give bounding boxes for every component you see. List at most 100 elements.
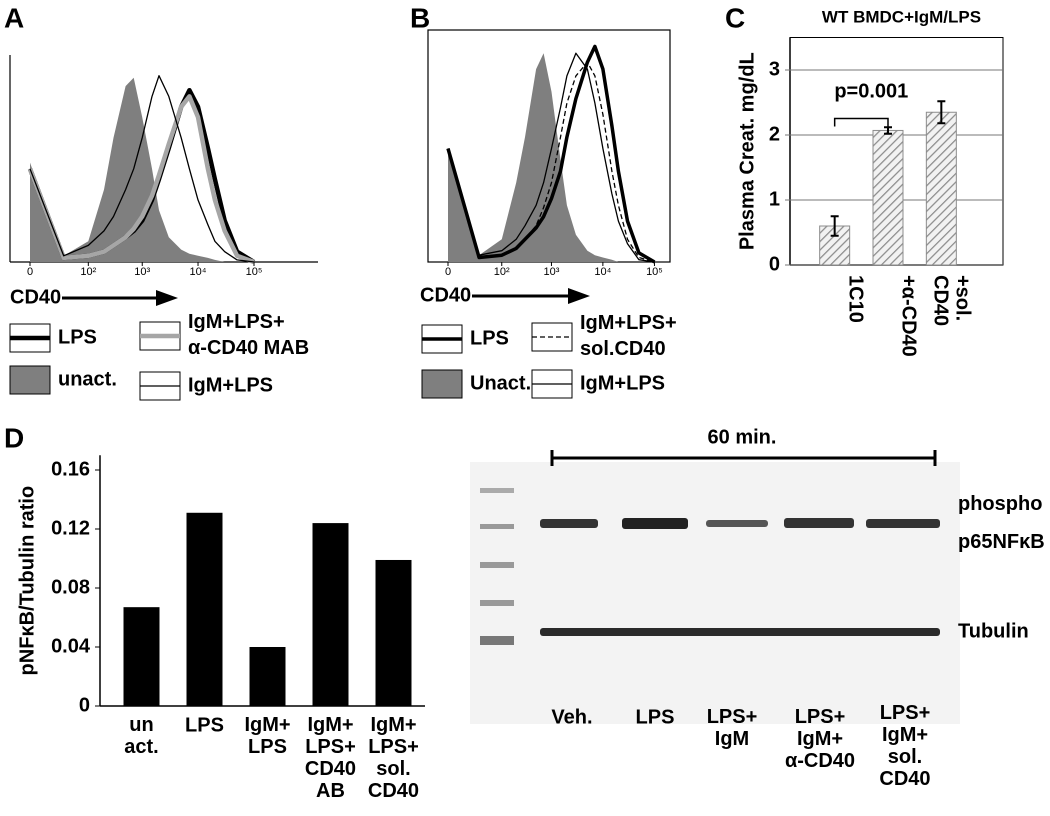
- text-line: sol.: [888, 746, 922, 768]
- legend-label: IgM+LPS: [580, 372, 665, 394]
- series-line: [30, 77, 255, 262]
- text-line: LPS+: [707, 706, 758, 728]
- blot-time: 60 min.: [708, 426, 777, 448]
- text-line: phospho: [958, 493, 1042, 515]
- text-line: un: [129, 714, 153, 736]
- blot-image: [470, 450, 960, 724]
- x-tick-label: +α-CD40: [898, 275, 920, 357]
- bar: [186, 512, 223, 706]
- x-tick-label: 10⁵: [246, 266, 263, 278]
- bar: [872, 129, 904, 266]
- x-axis-label: CD40: [10, 286, 61, 308]
- x-tick-label: 10²: [494, 266, 510, 278]
- bar: [312, 523, 349, 706]
- panel-letter: A: [4, 2, 24, 33]
- axis-arrowhead: [568, 288, 590, 304]
- text-line: p65NFκB: [958, 531, 1045, 553]
- y-tick-label: 0.04: [51, 635, 91, 657]
- text-line: CD40: [368, 780, 419, 802]
- lane-label: LPS: [636, 706, 675, 728]
- bar: [375, 559, 412, 706]
- legend-label: unact.: [58, 368, 117, 390]
- text-line: LPS+: [305, 736, 356, 758]
- annotation: p=0.001: [834, 81, 908, 103]
- text-line: CD40: [929, 275, 951, 326]
- panel-letter: C: [725, 2, 745, 33]
- error-bar: [884, 126, 892, 135]
- lane-label: Veh.: [551, 706, 592, 728]
- text-line: sol.CD40: [580, 338, 666, 360]
- text-line: LPS+: [880, 702, 931, 724]
- y-tick-label: 2: [769, 123, 780, 145]
- y-tick-label: 0: [769, 253, 780, 275]
- text-line: IgM: [715, 728, 749, 750]
- x-tick-label: 0: [27, 266, 33, 278]
- lane-label: LPS+ IgM: [707, 706, 758, 750]
- y-tick-label: 0.08: [51, 576, 90, 598]
- text-line: IgM+: [244, 714, 290, 736]
- x-tick-label: 10²: [80, 266, 96, 278]
- x-tick-label: +sol.CD40: [929, 275, 973, 326]
- text-line: act.: [124, 736, 158, 758]
- series-line: [447, 52, 655, 263]
- series-line: [447, 61, 655, 263]
- y-tick-label: 0: [79, 694, 90, 716]
- legend-label: IgM+LPS: [188, 374, 273, 396]
- x-tick-label: 10⁵: [646, 266, 663, 278]
- series-line: [29, 75, 255, 263]
- text-line: AB: [316, 780, 345, 802]
- y-tick-label: 0.16: [51, 458, 90, 480]
- text-line: +sol.: [951, 275, 973, 321]
- text-line: α-CD40 MAB: [188, 337, 309, 359]
- band-label: Tubulin: [958, 620, 1029, 642]
- x-tick-label: 10⁴: [190, 266, 207, 278]
- y-axis-label: pNFκB/Tubulin ratio: [16, 486, 38, 676]
- text-line: IgM+: [370, 714, 416, 736]
- legend-label: LPS: [58, 326, 97, 348]
- x-tick-label: 10³: [544, 266, 560, 278]
- series-line: [27, 94, 255, 265]
- text-line: sol.: [376, 758, 410, 780]
- panel-letter: D: [4, 422, 24, 453]
- bar: [123, 607, 160, 706]
- error-bar: [830, 215, 839, 237]
- legend-box: [421, 369, 463, 399]
- bar: [925, 111, 957, 266]
- lane-label: LPS+ IgM+ α-CD40: [785, 706, 855, 772]
- text-line: IgM+LPS+: [188, 311, 285, 333]
- y-tick-label: 0.12: [51, 517, 90, 539]
- text-line: LPS+: [368, 736, 419, 758]
- lane-label: LPS+ IgM+ sol. CD40: [879, 702, 930, 790]
- text-line: IgM+: [797, 728, 843, 750]
- y-tick-label: 3: [769, 58, 780, 80]
- legend-box: [9, 365, 51, 395]
- text-line: α-CD40: [785, 750, 855, 772]
- text-line: IgM+: [307, 714, 353, 736]
- legend-label: LPS: [470, 327, 509, 349]
- legend-label: IgM+LPS+ sol.CD40: [580, 312, 677, 360]
- x-tick-label: 10⁴: [594, 266, 611, 278]
- x-axis-label: CD40: [420, 284, 471, 306]
- panel-letter: B: [410, 2, 430, 33]
- error-bar: [937, 100, 946, 125]
- significance-bracket: [833, 117, 889, 127]
- band-label: phospho p65NFκB: [958, 493, 1045, 553]
- legend-label: Unact.: [470, 372, 531, 394]
- series-line: [448, 53, 655, 263]
- x-tick-label: 0: [445, 266, 451, 278]
- x-tick-label: IgM+ LPS+ sol. CD40: [368, 714, 419, 802]
- x-tick-label: 10³: [134, 266, 150, 278]
- text-line: LPS: [248, 736, 287, 758]
- x-tick-label: IgM+ LPS+ CD40 AB: [305, 714, 356, 802]
- x-tick-label: 1C10: [844, 275, 866, 323]
- x-tick-label: IgM+ LPS: [244, 714, 290, 758]
- text-line: LPS+: [795, 706, 846, 728]
- axis-arrowhead: [156, 290, 178, 306]
- y-tick-label: 1: [769, 188, 780, 210]
- bar: [249, 647, 286, 706]
- text-line: IgM+: [882, 724, 928, 746]
- chart-title: WT BMDC+IgM/LPS: [822, 7, 981, 26]
- legend-label: IgM+LPS+ α-CD40 MAB: [188, 311, 309, 359]
- text-line: CD40: [879, 768, 930, 790]
